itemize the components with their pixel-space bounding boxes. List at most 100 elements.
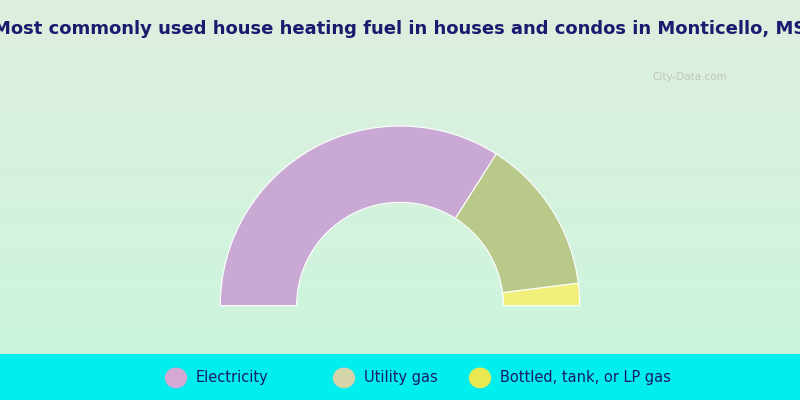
Bar — [0, 196, 800, 198]
Bar — [0, 156, 800, 158]
Bar — [0, 349, 800, 350]
Bar — [0, 237, 800, 239]
Bar — [0, 288, 800, 290]
Ellipse shape — [333, 368, 355, 388]
Bar — [0, 88, 800, 90]
Bar — [0, 299, 800, 301]
Bar — [0, 271, 800, 272]
Bar — [0, 136, 800, 138]
Bar — [0, 211, 800, 212]
Bar — [0, 226, 800, 228]
Bar — [0, 7, 800, 9]
Bar — [0, 138, 800, 140]
Bar — [0, 212, 800, 214]
Wedge shape — [455, 154, 578, 293]
Bar — [0, 262, 800, 264]
Bar — [0, 278, 800, 280]
Bar — [0, 158, 800, 159]
Bar — [0, 264, 800, 266]
Bar — [0, 78, 800, 80]
Bar — [0, 126, 800, 128]
Bar — [0, 200, 800, 202]
Bar — [0, 36, 800, 37]
Bar — [0, 53, 800, 55]
Bar — [0, 230, 800, 232]
Bar — [0, 282, 800, 283]
Bar — [0, 94, 800, 96]
Bar — [0, 55, 800, 57]
Bar — [0, 189, 800, 191]
Bar — [0, 161, 800, 163]
Bar — [0, 97, 800, 99]
Bar — [0, 180, 800, 182]
Bar — [0, 142, 800, 143]
Text: Electricity: Electricity — [196, 370, 269, 386]
Bar — [0, 218, 800, 220]
Bar — [0, 104, 800, 106]
Bar — [0, 310, 800, 312]
Wedge shape — [220, 126, 496, 306]
Bar — [0, 315, 800, 317]
Bar — [0, 57, 800, 58]
Bar — [0, 285, 800, 287]
Text: City-Data.com: City-Data.com — [652, 72, 726, 82]
Bar — [0, 258, 800, 260]
Bar — [0, 269, 800, 271]
Bar — [0, 324, 800, 326]
Bar — [0, 16, 800, 18]
Bar — [0, 159, 800, 161]
Bar — [0, 186, 800, 188]
Bar — [0, 204, 800, 205]
Bar — [0, 143, 800, 145]
Bar — [0, 242, 800, 244]
Bar — [0, 228, 800, 230]
Bar — [0, 140, 800, 142]
Bar — [0, 220, 800, 221]
Bar — [0, 292, 800, 294]
Bar — [0, 253, 800, 255]
Bar — [0, 30, 800, 32]
Bar — [0, 223, 800, 225]
Wedge shape — [502, 283, 580, 306]
Bar — [0, 64, 800, 66]
Bar — [0, 166, 800, 168]
Bar — [0, 51, 800, 53]
Bar — [0, 184, 800, 186]
Bar — [0, 274, 800, 276]
Bar — [0, 129, 800, 131]
Bar — [0, 25, 800, 26]
Bar — [0, 177, 800, 179]
Bar — [0, 145, 800, 147]
Bar — [0, 106, 800, 108]
Bar — [0, 120, 800, 122]
Bar — [0, 32, 800, 34]
Bar — [0, 82, 800, 83]
Bar — [0, 182, 800, 184]
Bar — [0, 232, 800, 234]
Bar — [0, 342, 800, 343]
Text: Utility gas: Utility gas — [364, 370, 438, 386]
Bar — [0, 4, 800, 5]
Bar — [0, 92, 800, 94]
Bar — [0, 331, 800, 333]
Bar — [0, 0, 800, 2]
Bar — [0, 67, 800, 69]
Ellipse shape — [165, 368, 187, 388]
Bar — [0, 340, 800, 342]
Bar — [0, 26, 800, 28]
Bar — [0, 9, 800, 11]
Bar — [0, 50, 800, 51]
Bar — [0, 83, 800, 85]
Bar — [0, 170, 800, 172]
Bar — [0, 115, 800, 117]
Bar — [0, 133, 800, 134]
Bar — [0, 313, 800, 315]
Bar — [0, 163, 800, 165]
Bar — [0, 290, 800, 292]
Bar — [0, 37, 800, 39]
Bar — [0, 304, 800, 306]
Bar — [0, 80, 800, 82]
Bar — [0, 41, 800, 42]
Bar — [0, 110, 800, 112]
Bar — [0, 198, 800, 200]
